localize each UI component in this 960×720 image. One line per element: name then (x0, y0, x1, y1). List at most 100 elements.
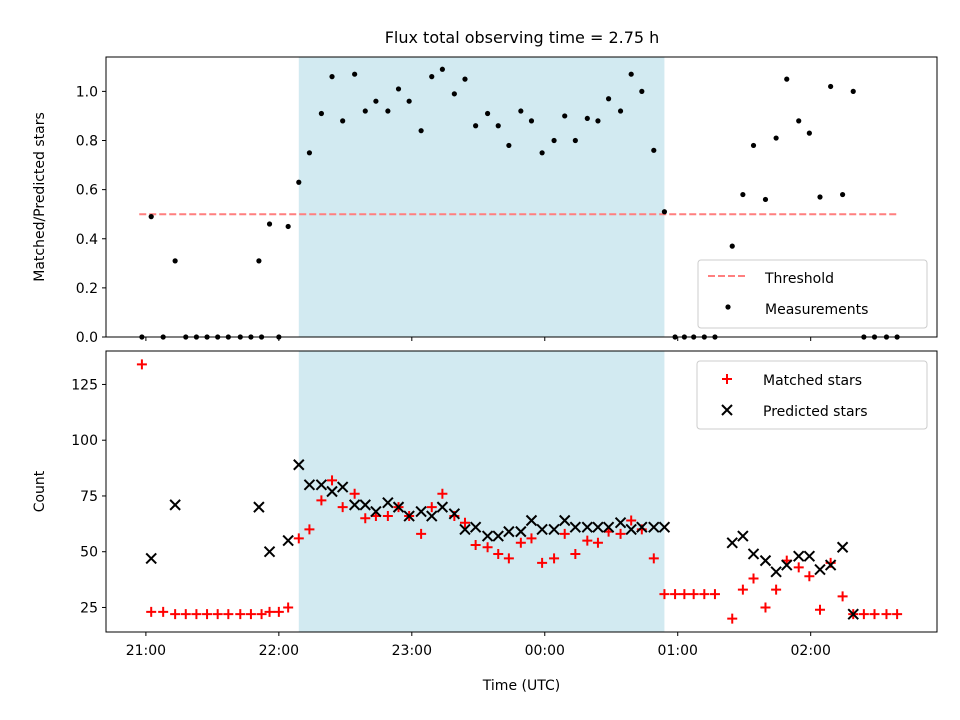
data-point (283, 602, 294, 613)
y-axis-label: Count (32, 470, 48, 512)
x-axis-label: Time (UTC) (482, 678, 560, 694)
data-point (814, 563, 826, 576)
data-point (416, 528, 427, 539)
data-point (493, 548, 504, 559)
data-point (148, 214, 154, 220)
data-point (146, 606, 157, 617)
data-point (679, 589, 690, 600)
data-point (759, 554, 772, 567)
axes-frame (105, 350, 938, 633)
data-point (282, 534, 294, 547)
data-point (506, 142, 512, 149)
data-point (170, 609, 181, 620)
data-point (850, 88, 856, 94)
y-tick-label: 100 (71, 433, 98, 449)
observing-window-shade (298, 57, 665, 337)
data-point (648, 553, 659, 564)
data-point (726, 537, 738, 549)
y-tick-label: 0.2 (76, 281, 98, 297)
legend-box (696, 360, 928, 430)
data-point (537, 557, 548, 568)
data-point (729, 243, 735, 249)
data-point (760, 602, 771, 613)
legend-predicted-swatch (721, 404, 733, 416)
data-point (518, 108, 524, 114)
bottom-panel: 25 50 75 100 125 Count 21:00 22:00 23:00 00:00 01:… (32, 350, 938, 694)
data-point (771, 584, 782, 595)
data-point (803, 550, 816, 562)
legend-matched-swatch (722, 374, 732, 384)
y-tick-label: 125 (71, 377, 98, 393)
data-point (636, 521, 648, 533)
data-point (615, 528, 626, 539)
legend-measurements-swatch (725, 304, 731, 310)
data-point (737, 584, 748, 595)
data-point (448, 508, 461, 520)
data-point (296, 179, 302, 185)
data-point (837, 591, 848, 602)
data-point (158, 606, 169, 617)
data-point (581, 521, 594, 533)
data-point (459, 523, 471, 536)
data-point (727, 613, 738, 624)
y-axis-label: Matched/Predicted stars (32, 112, 48, 282)
data-point (503, 553, 514, 564)
data-point (881, 609, 892, 620)
legend-threshold-label: Threshold (764, 271, 834, 287)
data-point (614, 517, 627, 529)
y-tick-label: 1.0 (76, 84, 98, 100)
data-point (824, 559, 837, 571)
data-point (572, 137, 578, 144)
data-point (639, 88, 645, 94)
data-point (473, 123, 479, 129)
data-point (503, 525, 515, 538)
data-point (804, 571, 815, 582)
data-point (395, 86, 402, 92)
x-tick-label: 00:00 (525, 643, 565, 659)
data-point (528, 118, 535, 124)
x-tick-label: 23:00 (392, 643, 432, 659)
data-point (406, 98, 412, 104)
data-point (661, 209, 668, 215)
data-point (658, 521, 671, 533)
data-point (382, 496, 394, 509)
data-point (828, 83, 834, 90)
y-tick-label: 25 (80, 600, 98, 616)
data-point (340, 118, 346, 124)
data-point (659, 589, 670, 600)
data-point (180, 609, 191, 620)
data-point (418, 128, 424, 134)
y-tick-label: 50 (80, 545, 98, 561)
data-point (202, 609, 213, 620)
data-point (426, 510, 438, 522)
data-point (469, 521, 482, 533)
top-panel: 0.0 0.2 0.4 0.6 0.8 1.0 Matched/Predicted star… (32, 56, 938, 346)
data-point (781, 559, 793, 571)
data-point (191, 609, 202, 620)
data-point (796, 118, 802, 124)
data-point (784, 76, 790, 82)
x-tick-label: 02:00 (791, 643, 831, 659)
data-point (235, 609, 246, 620)
data-point (285, 223, 291, 230)
data-point (370, 505, 382, 518)
legend-predicted-label: Predicted stars (763, 404, 868, 420)
observing-window-shade (298, 351, 665, 632)
data-point (385, 108, 391, 114)
data-point (539, 150, 545, 156)
data-point (773, 135, 779, 141)
data-point (316, 495, 327, 506)
data-point (747, 548, 760, 560)
legend-matched-label: Matched stars (763, 373, 862, 389)
data-point (439, 66, 445, 72)
data-point (303, 479, 316, 491)
data-point (459, 517, 470, 528)
data-point (737, 530, 749, 542)
data-point (750, 142, 757, 149)
data-point (847, 608, 859, 620)
data-point (348, 499, 361, 511)
data-point (570, 548, 581, 559)
x-tick-label: 22:00 (259, 643, 299, 659)
data-point (628, 71, 634, 77)
x-tick-label: 21:00 (126, 643, 166, 659)
